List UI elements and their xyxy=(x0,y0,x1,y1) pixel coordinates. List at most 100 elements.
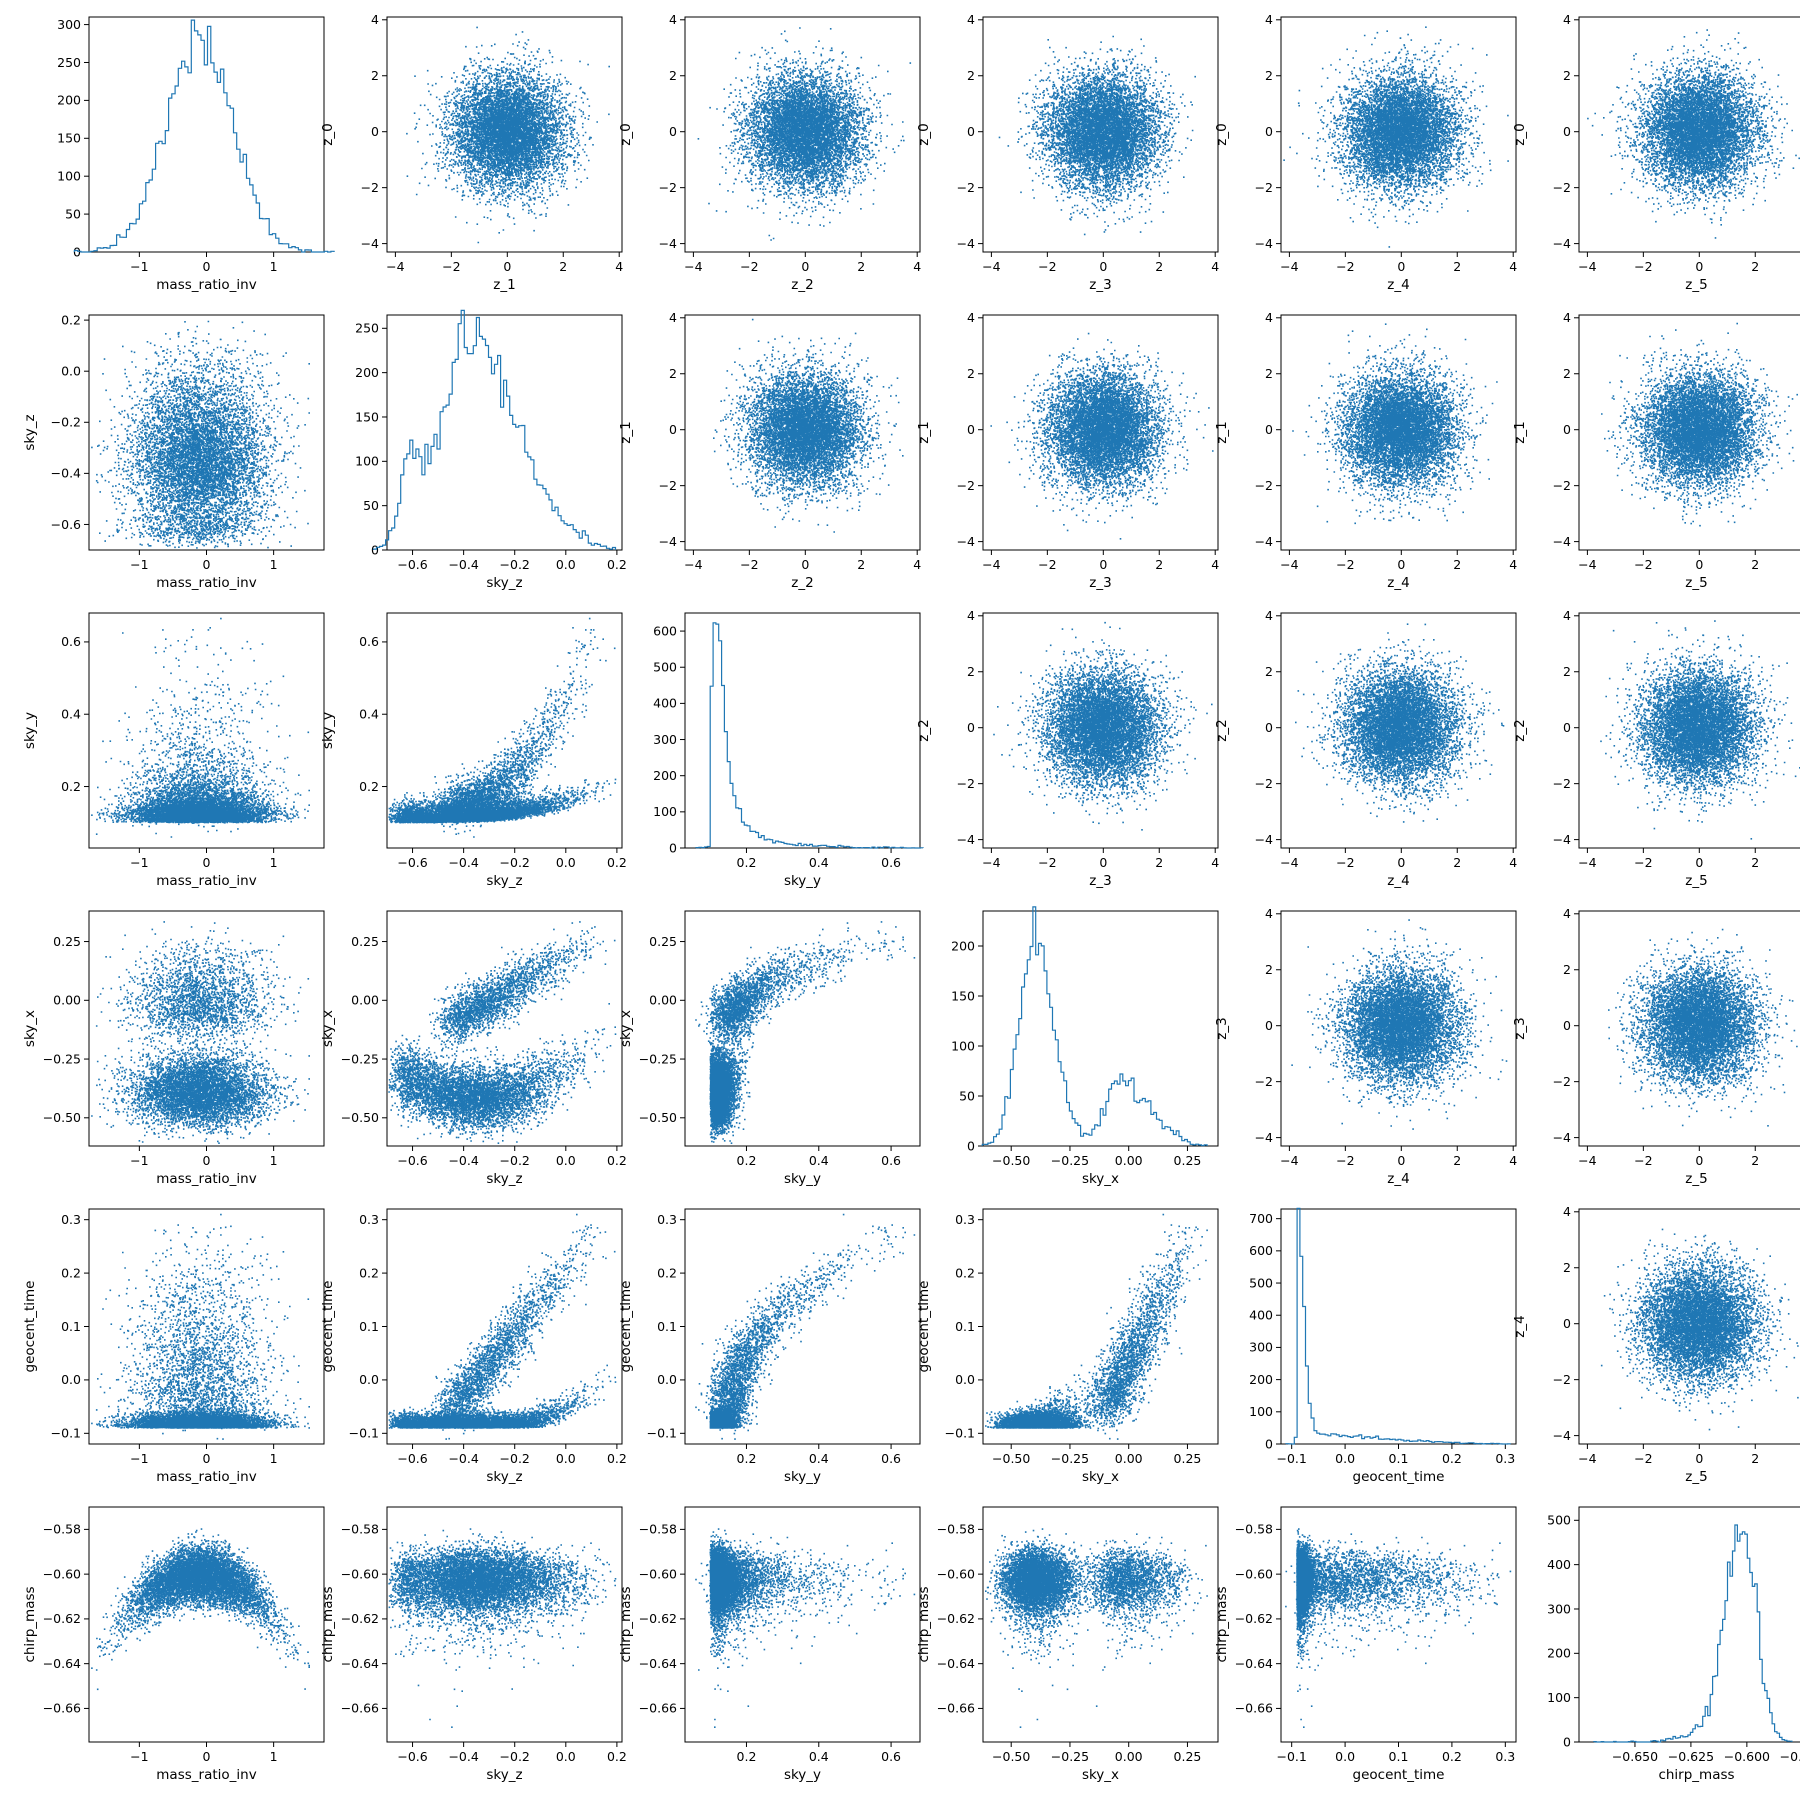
panel-r0-c3-points xyxy=(998,35,1196,236)
panel-r0-c4-ytick-label: 0 xyxy=(1265,124,1273,139)
panel-r3-c5-marker xyxy=(1608,928,1798,1127)
panel-r3-c0-xtick-label: −1 xyxy=(130,1153,148,1168)
panel-r2-c4-xtick-label: −4 xyxy=(1280,855,1298,870)
panel-r0-c3-xtick-label: −4 xyxy=(982,259,1000,274)
panel-r1-c2-xtick-label: 0 xyxy=(801,557,809,572)
panel-r5-c0-xtick-label: 1 xyxy=(270,1749,278,1764)
panel-r4-c1-ytick-label: −0.1 xyxy=(349,1426,379,1441)
panel-r0-c1-ytick-label: −4 xyxy=(361,236,379,251)
panel-r1-c1-ytick-label: 100 xyxy=(355,454,379,469)
panel-r0-c4-xlabel: z_4 xyxy=(1387,277,1409,293)
panel-r3-c4-frame xyxy=(1280,910,1517,1147)
panel-r2-c5-ytick-label: 4 xyxy=(1563,608,1571,623)
panel-r2-c3-ylabel: z_2 xyxy=(916,719,932,741)
panel-r3-c3-ytick-label: 200 xyxy=(951,938,975,953)
panel-r0-c4-xtick-label: 2 xyxy=(1453,259,1461,274)
panel-r1-c1-hist-step xyxy=(372,309,617,550)
panel-r1-c0-ytick-label: 0.0 xyxy=(61,363,81,378)
panel-r1-c5-xtick-label: −4 xyxy=(1578,557,1596,572)
panel-r3-c1-marker xyxy=(388,921,617,1144)
panel-r3-c1-xtick-label: −0.2 xyxy=(500,1153,530,1168)
panel-r3-c4-ytick-label: −2 xyxy=(1255,1074,1273,1089)
panel-r4-c0-ylabel: geocent_time xyxy=(22,1281,38,1373)
panel-r4-c4-hist-step xyxy=(1285,1207,1511,1445)
panel-r5-c1-xtick-label: −0.6 xyxy=(397,1749,427,1764)
panel-r2-c1-frame xyxy=(386,612,623,849)
panel-r4-c1: −0.6 −0.4 −0.2 0.0 0.2 −0.1 0.0 0.1 0.2 0.3 sky_z g… xyxy=(320,1208,627,1485)
panel-r1-c4-frame xyxy=(1280,314,1517,551)
panel-r1-c5-ytick-label: 0 xyxy=(1563,422,1571,437)
panel-r2-c2: 0.2 0.4 0.6 0 100 200 300 400 500 600 sky_y xyxy=(653,612,924,889)
panel-r5-c1-ylabel: chirp_mass xyxy=(320,1586,336,1662)
panel-r2-c5-ytick-label: 0 xyxy=(1563,720,1571,735)
panel-r1-c1-xtick-label: −0.2 xyxy=(500,557,530,572)
panel-r0-c0-ytick-label: 300 xyxy=(57,17,81,32)
panel-r4-c3-ylabel: geocent_time xyxy=(916,1281,932,1373)
panel-r3-c1-xtick-label: −0.6 xyxy=(397,1153,427,1168)
panel-r2-c0-xtick-label: 0 xyxy=(203,855,211,870)
panel-r4-c3-ytick-label: −0.1 xyxy=(945,1426,975,1441)
panel-r4-c4-ytick-label: 400 xyxy=(1249,1308,1273,1323)
panel-r5-c1-ytick-label: −0.64 xyxy=(341,1656,379,1671)
panel-r3-c3-xtick-label: 0.25 xyxy=(1174,1153,1202,1168)
panel-r3-c0-ytick-label: 0.25 xyxy=(53,934,81,949)
panel-r0-c1-xtick-label: 0 xyxy=(503,259,511,274)
panel-r4-c0-xlabel: mass_ratio_inv xyxy=(156,1469,256,1485)
panel-r5-c2-points xyxy=(695,1528,916,1728)
panel-r3-c3-xlabel: sky_x xyxy=(1082,1171,1119,1187)
panel-r3-c4-xtick-label: −4 xyxy=(1280,1153,1298,1168)
panel-r2-c3-ytick-label: −4 xyxy=(957,832,975,847)
panel-r2-c5-marker xyxy=(1600,620,1800,840)
panel-r3-c4-ytick-label: 0 xyxy=(1265,1018,1273,1033)
panel-r2-c3-xtick-label: 0 xyxy=(1099,855,1107,870)
panel-r0-c5-xlabel: z_5 xyxy=(1685,277,1707,293)
panel-r5-c2-xtick-label: 0.6 xyxy=(881,1749,901,1764)
panel-r5-c2: 0.2 0.4 0.6 −0.66 −0.64 −0.62 −0.60 −0.58 sky_y c… xyxy=(618,1506,921,1783)
panel-r4-c4-xtick-label: −0.1 xyxy=(1277,1451,1307,1466)
panel-r4-c1-ytick-label: 0.3 xyxy=(359,1212,379,1227)
panel-r4-c2-points xyxy=(695,1213,916,1440)
panel-r0-c5-xtick-label: −2 xyxy=(1634,259,1652,274)
panel-r1-c2-xtick-label: 4 xyxy=(913,557,921,572)
panel-r1-c1-ytick-label: 250 xyxy=(355,321,379,336)
panel-r1-c1-xtick-label: 0.2 xyxy=(607,557,627,572)
panel-r0-c5-marker xyxy=(1587,29,1800,239)
panel-r1-c2-ytick-label: 2 xyxy=(669,366,677,381)
panel-r1-c2-xtick-label: 2 xyxy=(857,557,865,572)
panel-r2-c2-ytick-label: 400 xyxy=(653,696,677,711)
panel-r0-c0-hist-step xyxy=(73,19,335,253)
panel-r2-c3-frame xyxy=(982,612,1219,849)
panel-r4-c3: −0.50 −0.25 0.00 0.25 −0.1 0.0 0.1 0.2 0.3 sky_x g… xyxy=(916,1208,1219,1485)
panel-r3-c2-xtick-label: 0.2 xyxy=(737,1153,757,1168)
panel-r1-c5-ytick-label: 4 xyxy=(1563,310,1571,325)
panel-r5-c4-xtick-label: −0.1 xyxy=(1277,1749,1307,1764)
panel-r5-c1-xtick-label: 0.2 xyxy=(607,1749,627,1764)
panel-r1-c0-xtick-label: −1 xyxy=(130,557,148,572)
panel-r0-c3-ytick-label: −4 xyxy=(957,236,975,251)
panel-r0-c3-marker xyxy=(998,35,1196,236)
panel-r1-c0: −1 0 1 −0.6 −0.4 −0.2 0.0 0.2 mass_ratio_inv sky_… xyxy=(22,312,325,591)
panel-r1-c2-ytick-label: −2 xyxy=(659,478,677,493)
panel-r1-c2-ytick-label: 0 xyxy=(669,422,677,437)
panel-r1-c0-ytick-label: −0.6 xyxy=(51,517,81,532)
panel-r1-c4-marker xyxy=(1292,323,1498,525)
panel-r0-c4-xtick-label: 0 xyxy=(1397,259,1405,274)
panel-r3-c0-ytick-label: −0.50 xyxy=(43,1110,81,1125)
panel-r0-c4-xtick-label: −2 xyxy=(1336,259,1354,274)
panel-r0-c3: −4 −2 0 2 4 −4 −2 0 2 4 z_3 z_0 xyxy=(916,12,1219,293)
panel-r1-c3-xtick-label: 2 xyxy=(1155,557,1163,572)
panel-r2-c5-points xyxy=(1600,620,1800,840)
panel-r0-c5-ytick-label: −4 xyxy=(1553,236,1571,251)
panel-r3-c1-xtick-label: 0.2 xyxy=(607,1153,627,1168)
panel-r1-c2-frame xyxy=(684,314,921,551)
panel-r3-c2-points xyxy=(695,921,916,1144)
panel-r4-c2-marker xyxy=(695,1213,916,1440)
panel-r3-c4-xtick-label: 0 xyxy=(1397,1153,1405,1168)
panel-r4-c0-ytick-label: 0.0 xyxy=(61,1372,81,1387)
panel-r1-c1-ytick-label: 0 xyxy=(371,542,379,557)
panel-r5-c5-frame xyxy=(1578,1506,1800,1743)
panel-r0-c0-ytick-label: 0 xyxy=(73,244,81,259)
panel-r2-c0-points xyxy=(91,617,310,838)
panel-r4-c4-xtick-label: 0.1 xyxy=(1389,1451,1409,1466)
panel-r3-c1-xtick-label: −0.4 xyxy=(448,1153,478,1168)
